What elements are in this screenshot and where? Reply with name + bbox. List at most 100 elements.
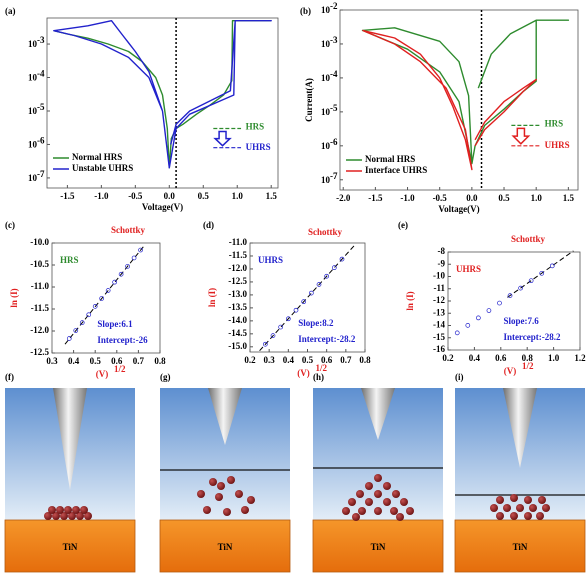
particle <box>383 498 391 506</box>
x-tick-label: 0.8 <box>359 355 371 365</box>
y-tick-label: -12.0 <box>228 263 247 273</box>
slope-label: Slope:6.1 <box>97 319 133 329</box>
particle <box>510 512 518 520</box>
panel-label: (b) <box>300 6 311 16</box>
panel-label: (e) <box>398 220 408 230</box>
state-label: UHRS <box>456 264 481 274</box>
annotation-label: UHRS <box>545 140 570 150</box>
y-axis-label: ln (I) <box>9 288 19 307</box>
particle <box>348 498 356 506</box>
substrate-label: TiN <box>513 542 528 552</box>
y-tick-label: -11.0 <box>31 281 50 291</box>
chart-title: Schottky <box>511 234 546 244</box>
y-axis-label: ln (I) <box>207 288 217 307</box>
particle <box>235 490 243 498</box>
panel-label: (g) <box>160 372 171 382</box>
panel-label: (d) <box>203 220 214 230</box>
x-tick-label: 0.3 <box>264 355 276 365</box>
particle <box>383 482 391 490</box>
substrate-label: TiN <box>63 542 78 552</box>
y-tick-label: -15.0 <box>228 341 247 351</box>
data-point <box>497 301 501 305</box>
y-tick-label: -10.0 <box>30 237 49 247</box>
x-tick-label: 1.2 <box>574 353 586 363</box>
particle <box>56 506 64 514</box>
particle <box>524 496 532 504</box>
y-tick-label: -13.0 <box>228 289 247 299</box>
x-tick-label: -2.0 <box>336 193 351 203</box>
y-tick-label: -14.5 <box>228 328 247 338</box>
y-tick-label: -12.0 <box>30 325 49 335</box>
y-tick-exponent: -6 <box>330 137 338 147</box>
particle <box>197 490 205 498</box>
particle <box>209 478 217 486</box>
y-tick-exponent: -3 <box>330 35 338 45</box>
series-line <box>54 21 271 168</box>
particle <box>217 482 225 490</box>
data-point <box>113 280 117 284</box>
x-tick-label: 0.0 <box>164 191 176 201</box>
x-tick-label: 0.3 <box>46 356 58 366</box>
x-tick-label: 1.5 <box>563 193 575 203</box>
x-axis-label-sup: 1/2 <box>522 361 534 371</box>
x-tick-label: -1.5 <box>60 191 75 201</box>
y-tick-exponent: -5 <box>330 103 338 113</box>
particle <box>503 504 511 512</box>
data-point <box>87 313 91 317</box>
data-point <box>279 325 283 329</box>
particle <box>374 474 382 482</box>
substrate-label: TiN <box>218 542 233 552</box>
x-axis-label: (V) <box>297 368 310 378</box>
particle <box>365 498 373 506</box>
y-tick-exponent: -4 <box>37 69 45 79</box>
particle <box>392 490 400 498</box>
y-tick-exponent: -4 <box>330 69 338 79</box>
x-tick-label: 1.0 <box>531 193 543 203</box>
x-tick-label: -0.5 <box>433 193 448 203</box>
particle <box>496 512 504 520</box>
figure: (a)-1.5-1.0-0.50.00.51.01.510-710-610-51… <box>0 0 586 580</box>
x-tick-label: 0.8 <box>154 356 166 366</box>
data-point <box>476 316 480 320</box>
particle <box>48 506 56 514</box>
legend-label: Normal HRS <box>365 154 415 164</box>
intercept-label: Intercept:-28.2 <box>503 332 561 342</box>
particle <box>203 506 211 514</box>
y-tick-label: -14 <box>433 320 445 330</box>
y-tick-label: -13 <box>433 307 445 317</box>
particle <box>538 496 546 504</box>
particle <box>352 513 360 521</box>
x-tick-label: 0.5 <box>302 355 314 365</box>
y-tick-label: -11.5 <box>31 303 50 313</box>
particle <box>358 507 366 515</box>
particle <box>342 507 350 515</box>
y-tick-label: -11.5 <box>229 250 248 260</box>
x-tick-label: -0.5 <box>128 191 143 201</box>
x-tick-label: 0.5 <box>90 356 102 366</box>
particle <box>227 476 235 484</box>
y-tick-label: -8 <box>438 246 446 256</box>
intercept-label: Intercept:-26 <box>97 335 148 345</box>
y-tick-label: -13.5 <box>228 302 247 312</box>
legend-label: Normal HRS <box>72 152 122 162</box>
particle <box>529 504 537 512</box>
y-tick-label: -12.5 <box>30 347 49 357</box>
particle <box>542 504 550 512</box>
particle <box>390 507 398 515</box>
data-point <box>294 308 298 312</box>
arrow <box>215 131 230 145</box>
x-tick-label: 1.5 <box>266 191 278 201</box>
x-axis-label: (V) <box>504 366 517 376</box>
particle <box>536 512 544 520</box>
slope-label: Slope:7.6 <box>503 316 539 326</box>
particle <box>223 508 231 516</box>
y-tick-label: -11.0 <box>229 237 248 247</box>
y-tick-exponent: -6 <box>37 136 45 146</box>
x-tick-label: 0.2 <box>244 355 256 365</box>
data-point <box>309 291 313 295</box>
legend-label: Unstable UHRS <box>72 163 133 173</box>
y-tick-exponent: -2 <box>330 1 338 11</box>
particle <box>247 496 255 504</box>
y-axis-label: ln (I) <box>405 291 415 310</box>
y-tick-label: -14.0 <box>228 315 247 325</box>
